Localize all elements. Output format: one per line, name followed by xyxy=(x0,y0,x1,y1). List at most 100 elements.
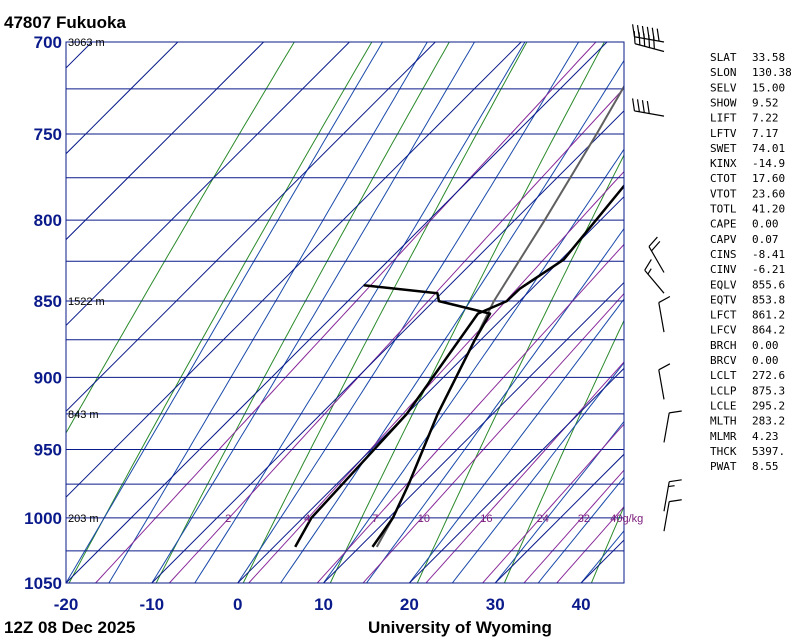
label-layer: 700 750 800 850 900 950 1000 1050 -20 -10 0 10 20 30 4… xyxy=(24,33,643,614)
source-credit: University of Wyoming xyxy=(368,618,552,637)
index-value: 272.6 xyxy=(752,369,785,382)
pressure-tick-label: 900 xyxy=(34,368,62,387)
wind-barbs xyxy=(632,24,682,532)
index-key: CINV xyxy=(710,263,737,276)
temperature-tick-label: -10 xyxy=(140,595,165,614)
wind-barb xyxy=(632,24,665,43)
wind-barb xyxy=(644,259,665,294)
mixing-ratio-line xyxy=(248,170,624,583)
moist-adiabat xyxy=(237,42,580,583)
index-key: MLMR xyxy=(710,430,737,443)
wind-barb xyxy=(663,479,682,512)
moist-adiabat xyxy=(366,227,624,583)
wind-barb xyxy=(663,499,682,532)
index-value: 283.2 xyxy=(752,415,785,428)
pressure-tick-label: 1000 xyxy=(24,509,62,528)
index-key: MLTH xyxy=(710,415,737,428)
index-key: BRCV xyxy=(710,354,737,367)
pressure-tick-label: 700 xyxy=(34,33,62,52)
plot-frame xyxy=(65,41,625,584)
index-value: -8.41 xyxy=(752,248,785,261)
index-key: SLAT xyxy=(710,51,737,64)
isotherm xyxy=(66,42,93,69)
station-title: 47807 Fukuoka xyxy=(4,13,126,32)
temperature-tick-label: 20 xyxy=(400,595,419,614)
index-key: SWET xyxy=(710,142,737,155)
index-value: 864.2 xyxy=(752,324,785,337)
mixing-ratio-label: 10 xyxy=(418,513,430,525)
index-key: LCLE xyxy=(710,399,737,412)
mixing-ratio-line xyxy=(425,361,624,583)
index-value: 855.6 xyxy=(752,278,785,291)
temperature-tick-label: 0 xyxy=(233,595,242,614)
index-value: 8.55 xyxy=(752,460,779,473)
moist-adiabat xyxy=(66,42,384,583)
dewpoint-line xyxy=(363,284,492,548)
index-key: LCLP xyxy=(710,384,737,397)
index-value: 130.38 xyxy=(752,66,792,79)
index-key: TOTL xyxy=(710,203,737,216)
index-value: 0.00 xyxy=(752,339,779,352)
index-value: 15.00 xyxy=(752,81,785,94)
isotherm xyxy=(151,110,624,583)
index-value: 0.00 xyxy=(752,354,779,367)
index-key: LIFT xyxy=(710,112,737,125)
mixing-ratio-label: 4 xyxy=(304,513,310,525)
moist-adiabat xyxy=(494,420,624,583)
index-value: 17.60 xyxy=(752,172,785,185)
pressure-tick-label: 1050 xyxy=(24,574,62,593)
mixing-ratio-line xyxy=(523,469,624,583)
sounding-layer xyxy=(294,84,624,548)
wind-barb xyxy=(658,295,671,333)
isotherm xyxy=(66,42,436,413)
index-value: 74.01 xyxy=(752,142,785,155)
temperature-tick-label: 30 xyxy=(486,595,505,614)
wind-barb xyxy=(633,31,665,53)
index-value: 9.52 xyxy=(752,96,779,109)
moist-adiabat xyxy=(280,59,624,583)
index-value: 853.8 xyxy=(752,293,785,306)
index-key: CAPV xyxy=(710,233,737,246)
index-value: 295.2 xyxy=(752,399,785,412)
index-value: 4.23 xyxy=(752,430,779,443)
index-value: 41.20 xyxy=(752,203,785,216)
index-value: 875.3 xyxy=(752,384,785,397)
mixing-ratio-label: 32 xyxy=(578,513,590,525)
wind-barb xyxy=(663,410,682,443)
mixing-ratio-label: 2 xyxy=(225,513,231,525)
index-key: SELV xyxy=(710,81,737,94)
isotherm xyxy=(0,42,6,583)
temperature-line xyxy=(294,183,624,548)
index-value: 7.22 xyxy=(752,112,779,125)
mixing-ratio-line xyxy=(95,42,597,583)
index-key: CINS xyxy=(710,248,737,261)
index-value: -6.21 xyxy=(752,263,785,276)
height-label: 843 m xyxy=(68,409,99,421)
observation-time: 12Z 08 Dec 2025 xyxy=(4,618,135,637)
height-label: 3063 m xyxy=(68,37,105,49)
height-label: 203 m xyxy=(68,513,99,525)
grid-layer xyxy=(0,42,624,583)
mixing-ratio-label: 7 xyxy=(372,513,378,525)
index-value: 0.00 xyxy=(752,218,779,231)
isotherm xyxy=(66,42,264,241)
index-key: LFTV xyxy=(710,127,737,140)
index-value: 0.07 xyxy=(752,233,779,246)
isotherm xyxy=(494,453,624,583)
index-key: SLON xyxy=(710,66,737,79)
wind-barb xyxy=(632,98,665,117)
mixing-ratio-label: 16 xyxy=(480,513,492,525)
index-key: KINX xyxy=(710,157,737,170)
moist-adiabat xyxy=(451,361,624,583)
index-key: CTOT xyxy=(710,172,737,185)
index-value: 33.58 xyxy=(752,51,785,64)
index-key: SHOW xyxy=(710,96,737,109)
mixing-ratio-line xyxy=(169,87,624,583)
pressure-tick-label: 800 xyxy=(34,211,62,230)
dry-adiabat xyxy=(416,153,624,583)
index-key: CAPE xyxy=(710,218,737,231)
pressure-tick-label: 750 xyxy=(34,125,62,144)
isotherm xyxy=(66,42,350,327)
index-value: -14.9 xyxy=(752,157,785,170)
temperature-tick-label: 10 xyxy=(314,595,333,614)
